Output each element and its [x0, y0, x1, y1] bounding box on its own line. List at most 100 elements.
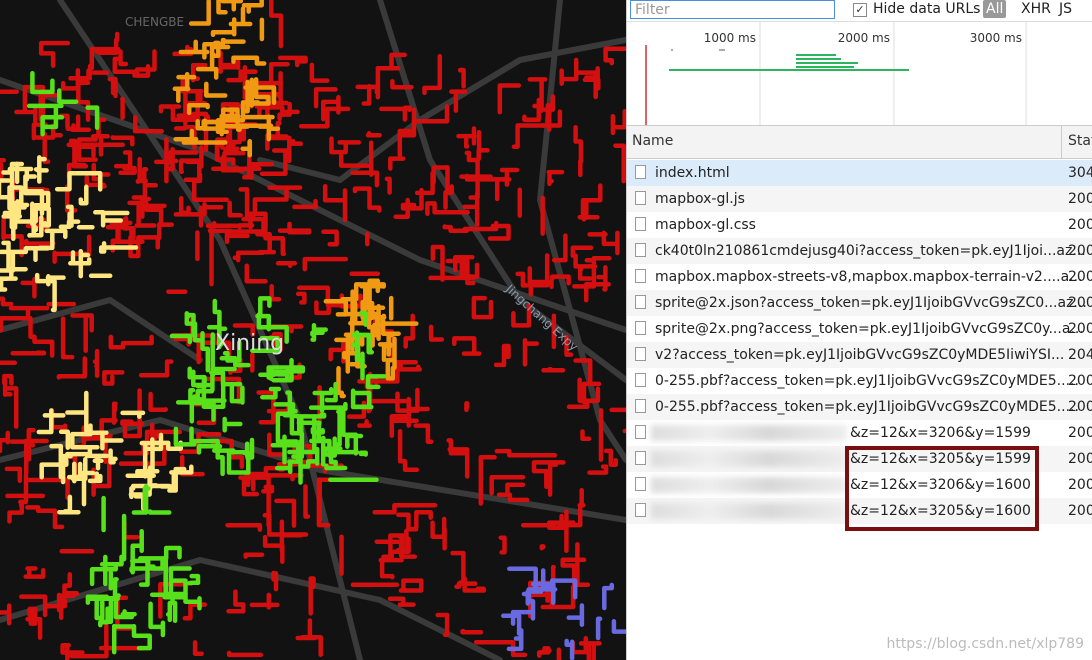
road-segment: [269, 284, 282, 302]
road-segment: [308, 401, 348, 412]
request-row[interactable]: index.html 304: [627, 160, 1092, 186]
road-segment: [262, 534, 285, 564]
road-segment: [85, 594, 120, 605]
road-segment: [232, 323, 255, 337]
road-segment: [267, 432, 284, 457]
column-header[interactable]: Stat: [1068, 133, 1092, 149]
road-segment: [291, 431, 305, 459]
road-segment: [56, 356, 88, 380]
request-bar: [796, 62, 858, 64]
request-row[interactable]: &z=12&x=3206&y=1599 200: [627, 420, 1092, 446]
request-row[interactable]: &z=12&x=3205&y=1599 200: [627, 446, 1092, 472]
file-icon: [635, 503, 646, 517]
road-segment: [396, 512, 419, 532]
road-segment: [365, 131, 382, 138]
column-header[interactable]: Name: [632, 133, 674, 149]
table-header: Name Stat: [627, 125, 1092, 159]
road-segment: [89, 46, 121, 71]
road-segment: [336, 366, 346, 399]
road-segment: [202, 37, 227, 60]
road-segment: [1, 217, 24, 258]
road-segment: [38, 40, 71, 68]
road-segment: [241, 216, 266, 238]
road-segment: [7, 499, 25, 524]
request-row[interactable]: mapbox-gl.css 200: [627, 212, 1092, 238]
request-row[interactable]: v2?access_token=pk.eyJ1IjoibGVvcG9sZC0yM…: [627, 342, 1092, 368]
type-filter[interactable]: All: [983, 0, 1007, 18]
road-segment: [602, 582, 615, 611]
road-segment: [250, 335, 280, 353]
road-segment: [462, 220, 499, 232]
road-segment: [184, 145, 204, 169]
road-segment: [157, 222, 175, 241]
road-segment: [142, 486, 151, 511]
road-segment: [249, 592, 280, 610]
road-segment: [84, 430, 124, 451]
road-segment: [403, 313, 415, 349]
road-segment: [105, 216, 129, 231]
road-segment: [2, 373, 14, 386]
request-status: 200: [1068, 477, 1092, 493]
road-segment: [57, 88, 79, 104]
road-segment: [196, 340, 218, 365]
road-segment: [322, 446, 360, 457]
road-segment: [352, 186, 382, 213]
road-segment: [556, 502, 586, 528]
request-row[interactable]: sprite@2x.png?access_token=pk.eyJ1IjoibG…: [627, 316, 1092, 342]
road-segment: [551, 233, 568, 263]
road-segment: [200, 331, 211, 373]
road-segment: [25, 189, 45, 216]
road-segment: [277, 55, 308, 68]
road-segment: [34, 272, 57, 313]
road-segment: [497, 83, 522, 115]
road-segment: [58, 113, 70, 130]
road-segment: [27, 215, 44, 238]
type-filter[interactable]: JS: [1059, 1, 1073, 17]
road-segment: [274, 498, 297, 528]
road-segment: [120, 410, 146, 419]
road-segment: [118, 165, 137, 176]
request-row[interactable]: 0-255.pbf?access_token=pk.eyJ1IjoibGVvcG…: [627, 394, 1092, 420]
road-segment: [60, 68, 81, 91]
road-segment: [385, 357, 396, 381]
road-segment: [321, 229, 339, 247]
request-row[interactable]: mapbox.mapbox-streets-v8,mapbox.mapbox-t…: [627, 264, 1092, 290]
road-segment: [334, 337, 351, 374]
road-segment: [596, 265, 608, 292]
road-segment: [30, 70, 55, 95]
road-segment: [52, 250, 91, 264]
road-segment: [584, 66, 600, 80]
road-segment: [609, 407, 626, 413]
road-segment: [498, 535, 507, 555]
road-segment: [69, 642, 109, 659]
request-row[interactable]: sprite@2x.json?access_token=pk.eyJ1Ijoib…: [627, 290, 1092, 316]
filter-input[interactable]: Filter: [630, 0, 835, 19]
road-segment: [522, 97, 542, 123]
request-row[interactable]: mapbox-gl.js 200: [627, 186, 1092, 212]
checkbox-label[interactable]: Hide data URLs: [873, 1, 981, 17]
request-row[interactable]: ck40t0ln210861cmdejusg40i?access_token=p…: [627, 238, 1092, 264]
request-row[interactable]: 0-255.pbf?access_token=pk.eyJ1IjoibGVvcG…: [627, 368, 1092, 394]
road-segment: [195, 44, 231, 80]
road-segment: [207, 228, 250, 239]
road-segment: [435, 612, 450, 638]
road-segment: [172, 86, 191, 103]
road-segment: [228, 6, 253, 27]
request-row[interactable]: &z=12&x=3206&y=1600 200: [627, 472, 1092, 498]
request-row[interactable]: &z=12&x=3205&y=1600 200: [627, 498, 1092, 524]
road-segment: [111, 623, 136, 655]
file-icon: [635, 269, 646, 283]
road-segment: [577, 267, 593, 281]
road-segment: [241, 0, 264, 14]
road-segment: [309, 62, 330, 83]
road-segment: [351, 332, 375, 355]
road-segment: [547, 513, 576, 530]
base-road: [537, 0, 626, 463]
road-segment: [493, 343, 511, 368]
checkbox[interactable]: ✓: [853, 3, 867, 17]
road-segment: [296, 420, 322, 444]
road-segment: [68, 138, 78, 167]
road-segment: [25, 505, 65, 530]
road-segment: [178, 39, 210, 55]
type-filter[interactable]: XHR: [1021, 1, 1051, 17]
